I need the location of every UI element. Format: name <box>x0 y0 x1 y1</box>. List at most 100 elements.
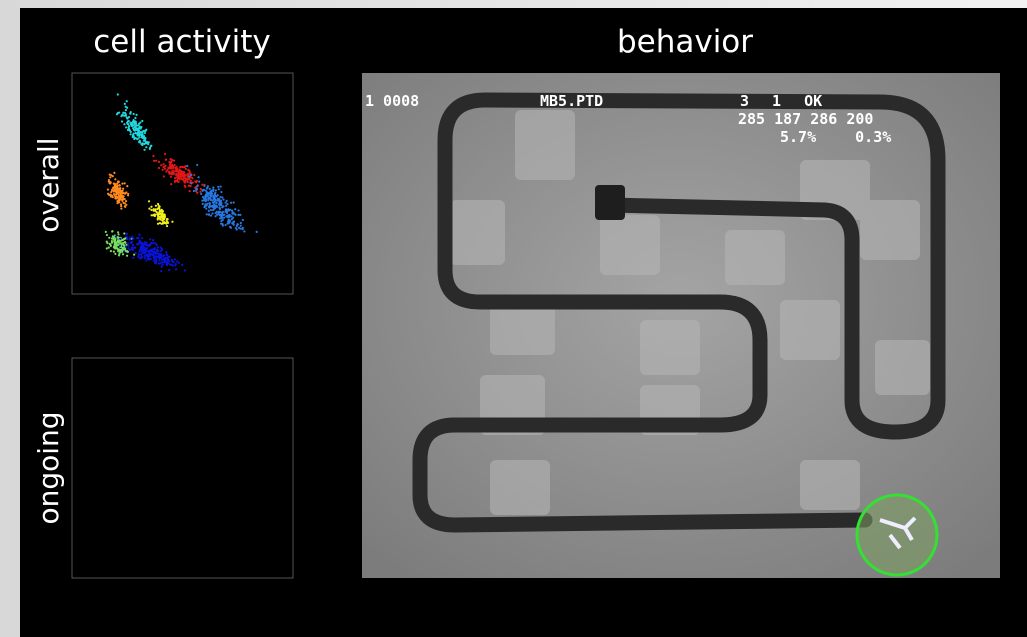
cell-dot <box>134 247 136 249</box>
cell-dot <box>141 120 143 122</box>
cell-dot <box>219 207 221 209</box>
cell-dot <box>179 166 181 168</box>
cell-dot <box>170 176 172 178</box>
cell-dot <box>217 211 219 213</box>
cell-dot <box>198 181 200 183</box>
cell-dot <box>164 153 166 155</box>
cell-dot <box>108 180 110 182</box>
cell-dot <box>225 205 227 207</box>
cell-dot <box>209 204 211 206</box>
cell-dot <box>152 242 154 244</box>
cell-dot <box>120 192 122 194</box>
cell-dot <box>220 191 222 193</box>
cell-dot <box>256 231 258 233</box>
cell-dot <box>136 132 138 134</box>
cell-dot <box>112 187 114 189</box>
cell-dot <box>155 205 157 207</box>
cell-dot <box>128 120 130 122</box>
cell-dot <box>125 192 127 194</box>
cell-dot <box>125 246 127 248</box>
cell-dot <box>133 138 135 140</box>
cell-dot <box>166 225 168 227</box>
cell-dot <box>234 208 236 210</box>
cell-dot <box>236 228 238 230</box>
cell-dot <box>120 190 122 192</box>
cell-dot <box>239 227 241 229</box>
cell-dot <box>154 255 156 257</box>
cell-dot <box>242 219 244 221</box>
cell-dot <box>173 164 175 166</box>
cell-dot <box>137 244 139 246</box>
cell-dot <box>117 181 119 183</box>
cell-dot <box>154 258 156 260</box>
cell-dot <box>212 186 214 188</box>
cell-dot <box>127 194 129 196</box>
cell-dot <box>120 203 122 205</box>
cell-dot <box>229 226 231 228</box>
cell-dot <box>199 191 201 193</box>
cell-dot <box>124 198 126 200</box>
cell-dot <box>134 117 136 119</box>
cell-dot <box>125 204 127 206</box>
cell-dot <box>137 255 139 257</box>
cell-dot <box>139 240 141 242</box>
cell-dot <box>215 195 217 197</box>
cell-dot <box>195 188 197 190</box>
cell-dot <box>158 205 160 207</box>
cell-dot <box>225 210 227 212</box>
cell-dot <box>130 122 132 124</box>
cell-dot <box>134 120 136 122</box>
cell-dot <box>237 223 239 225</box>
cell-dot <box>111 190 113 192</box>
cell-dot <box>156 249 158 251</box>
cell-dot <box>146 249 148 251</box>
cell-dot <box>126 255 128 257</box>
cell-dot <box>132 238 134 240</box>
cell-dot <box>150 253 152 255</box>
overlay-text: 5.7% 0.3% <box>780 128 891 146</box>
cell-dot <box>106 234 108 236</box>
cell-dot <box>172 264 174 266</box>
cell-dot <box>132 133 134 135</box>
cell-dot <box>138 127 140 129</box>
cell-dot <box>161 264 163 266</box>
cell-dot <box>233 224 235 226</box>
cell-dot <box>159 222 161 224</box>
overlay-text: MB5.PTD <box>540 92 603 110</box>
cell-dot <box>181 178 183 180</box>
cell-dot <box>168 269 170 271</box>
cell-dot <box>112 196 114 198</box>
cell-dot <box>113 251 115 253</box>
page: cell activity behavior overall ongoing 1… <box>0 0 1027 637</box>
cell-dot <box>116 202 118 204</box>
cell-dot <box>160 164 162 166</box>
cell-dot <box>141 144 143 146</box>
cell-dot <box>119 238 121 240</box>
cell-dot <box>213 208 215 210</box>
cell-dot <box>218 188 220 190</box>
cell-dot <box>159 250 161 252</box>
cell-dot <box>132 248 134 250</box>
cell-dot <box>144 139 146 141</box>
cell-dot <box>214 200 216 202</box>
cell-dot <box>196 185 198 187</box>
cell-dot <box>117 233 119 235</box>
cell-dot <box>161 209 163 211</box>
cell-dot <box>222 198 224 200</box>
cell-dot <box>108 237 110 239</box>
cell-dot <box>145 129 147 131</box>
cell-dot <box>167 259 169 261</box>
cell-dot <box>155 160 157 162</box>
overlay-text: 3 1 OK <box>740 92 822 110</box>
cell-dot <box>203 185 205 187</box>
cell-dot <box>233 201 235 203</box>
cell-dot <box>144 252 146 254</box>
cell-dot <box>158 161 160 163</box>
cell-dot <box>117 237 119 239</box>
cell-dot <box>161 259 163 261</box>
screen: cell activity behavior overall ongoing 1… <box>0 0 1027 637</box>
cell-dot <box>127 123 129 125</box>
cell-dot <box>170 183 172 185</box>
cell-dot <box>114 178 116 180</box>
cell-dot <box>181 264 183 266</box>
